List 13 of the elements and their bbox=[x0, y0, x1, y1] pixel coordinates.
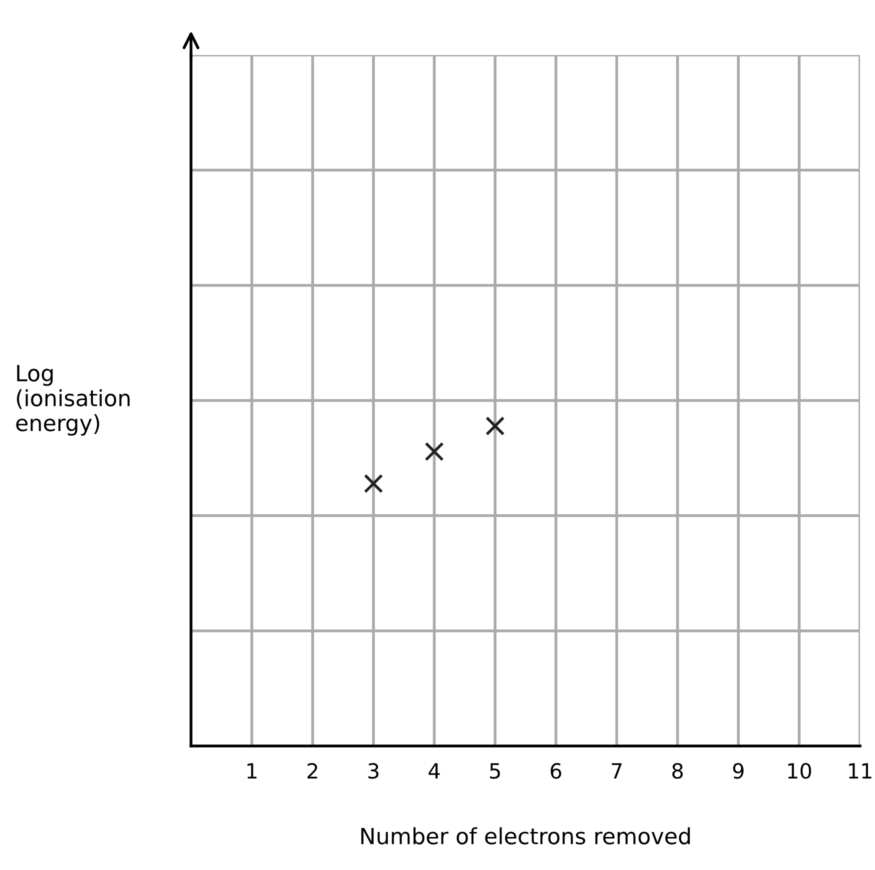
x-tick-label: 8 bbox=[672, 763, 683, 779]
x-tick-label: 10 bbox=[788, 763, 812, 779]
x-tick-label: 6 bbox=[550, 763, 562, 779]
x-tick-label: 7 bbox=[612, 763, 622, 778]
x-tick-label: 9 bbox=[733, 763, 744, 779]
x-tick-label: 4 bbox=[428, 763, 440, 778]
x-axis-title: Number of electrons removed bbox=[361, 827, 690, 844]
x-tick-label: 3 bbox=[368, 763, 378, 779]
x-tick-label: 11 bbox=[849, 763, 872, 778]
x-tick-label: 5 bbox=[490, 763, 500, 779]
x-tick-label: 1 bbox=[247, 763, 257, 778]
x-tick-label: 2 bbox=[308, 763, 318, 778]
y-axis-title: Log (ionisation energy) bbox=[16, 365, 130, 436]
